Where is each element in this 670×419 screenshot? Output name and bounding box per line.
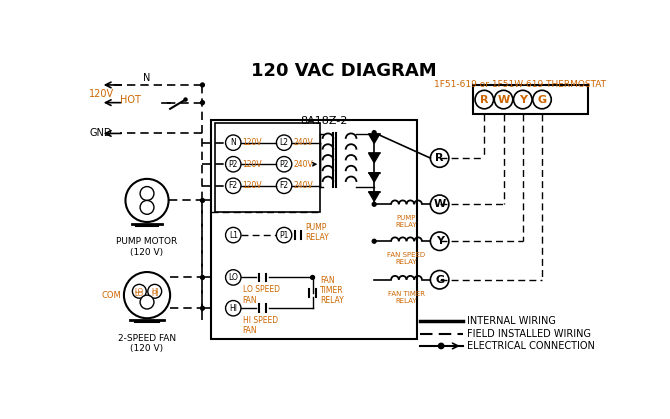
Text: P2: P2: [279, 160, 289, 169]
Circle shape: [533, 91, 551, 109]
Circle shape: [200, 276, 204, 279]
Text: INTERNAL WIRING: INTERNAL WIRING: [466, 316, 555, 326]
Circle shape: [438, 343, 444, 349]
Text: R: R: [480, 95, 488, 105]
Circle shape: [277, 228, 291, 243]
Text: LO: LO: [135, 288, 144, 294]
Text: L1: L1: [228, 230, 238, 240]
Text: 120V: 120V: [243, 181, 262, 190]
Circle shape: [430, 271, 449, 289]
Circle shape: [494, 91, 513, 109]
Text: G: G: [537, 95, 547, 105]
Circle shape: [200, 199, 204, 202]
Circle shape: [226, 270, 241, 285]
Text: Y: Y: [519, 95, 527, 105]
Circle shape: [373, 202, 376, 206]
Text: 240V: 240V: [293, 138, 313, 147]
Text: R: R: [436, 153, 444, 163]
Text: HOT: HOT: [120, 95, 141, 105]
Text: 1F51-619 or 1F51W-619 THERMOSTAT: 1F51-619 or 1F51W-619 THERMOSTAT: [434, 80, 606, 88]
Circle shape: [226, 178, 241, 194]
Circle shape: [373, 131, 376, 134]
Text: 120 VAC DIAGRAM: 120 VAC DIAGRAM: [251, 62, 436, 80]
Text: 120V: 120V: [243, 138, 262, 147]
Text: FIELD INSTALLED WIRING: FIELD INSTALLED WIRING: [466, 328, 590, 339]
Text: PUMP
RELAY: PUMP RELAY: [396, 215, 417, 228]
Text: 240V: 240V: [293, 181, 313, 190]
Circle shape: [140, 200, 154, 214]
Circle shape: [200, 306, 204, 310]
Circle shape: [277, 178, 291, 194]
Text: GND: GND: [89, 129, 112, 138]
Text: Y: Y: [436, 236, 444, 246]
Text: FAN TIMER
RELAY: FAN TIMER RELAY: [388, 290, 425, 303]
Text: 240V: 240V: [293, 160, 313, 169]
Text: LO SPEED
FAN: LO SPEED FAN: [243, 285, 279, 305]
Circle shape: [226, 300, 241, 316]
Text: PUMP MOTOR
(120 V): PUMP MOTOR (120 V): [117, 238, 178, 257]
Circle shape: [311, 276, 314, 279]
Circle shape: [140, 186, 154, 200]
Text: F2: F2: [228, 181, 238, 190]
Polygon shape: [369, 192, 380, 201]
Bar: [215, 124, 320, 212]
Bar: [211, 119, 417, 339]
Text: HI SPEED
FAN: HI SPEED FAN: [243, 316, 277, 335]
Circle shape: [277, 135, 291, 150]
Text: W: W: [497, 95, 510, 105]
Text: FAN
TIMER
RELAY: FAN TIMER RELAY: [320, 276, 344, 305]
Circle shape: [200, 101, 204, 105]
Text: HI: HI: [229, 304, 237, 313]
Text: HI: HI: [151, 291, 158, 297]
Circle shape: [184, 98, 187, 101]
Circle shape: [125, 179, 169, 222]
Text: N: N: [230, 138, 236, 147]
Text: F2: F2: [279, 181, 289, 190]
Text: LO: LO: [135, 291, 144, 297]
Polygon shape: [369, 134, 380, 143]
Circle shape: [226, 135, 241, 150]
Text: ELECTRICAL CONNECTION: ELECTRICAL CONNECTION: [466, 341, 594, 351]
Text: G: G: [435, 275, 444, 285]
Circle shape: [430, 149, 449, 167]
Text: FAN SPEED
RELAY: FAN SPEED RELAY: [387, 252, 425, 265]
Circle shape: [475, 91, 494, 109]
Circle shape: [430, 195, 449, 214]
Text: 2-SPEED FAN
(120 V): 2-SPEED FAN (120 V): [118, 334, 176, 353]
Circle shape: [513, 91, 532, 109]
Circle shape: [226, 157, 241, 172]
Text: LO: LO: [228, 273, 239, 282]
Circle shape: [373, 239, 376, 243]
Circle shape: [200, 83, 204, 87]
Circle shape: [140, 295, 154, 309]
Text: N: N: [143, 72, 151, 83]
Bar: [473, 85, 588, 114]
Text: 120V: 120V: [243, 160, 262, 169]
Circle shape: [124, 272, 170, 318]
Polygon shape: [369, 153, 380, 163]
Text: P1: P1: [279, 230, 289, 240]
Text: W: W: [433, 199, 446, 209]
Circle shape: [133, 285, 146, 298]
Text: 8A18Z-2: 8A18Z-2: [300, 116, 348, 126]
Circle shape: [277, 157, 291, 172]
Text: L2: L2: [279, 138, 289, 147]
Circle shape: [148, 285, 161, 298]
Polygon shape: [369, 173, 380, 182]
Text: 120V: 120V: [89, 89, 115, 99]
Text: PUMP
RELAY: PUMP RELAY: [306, 223, 330, 243]
Circle shape: [430, 232, 449, 251]
Text: P2: P2: [228, 160, 238, 169]
Circle shape: [226, 228, 241, 243]
Text: COM: COM: [102, 291, 122, 300]
Text: HI: HI: [151, 288, 158, 294]
